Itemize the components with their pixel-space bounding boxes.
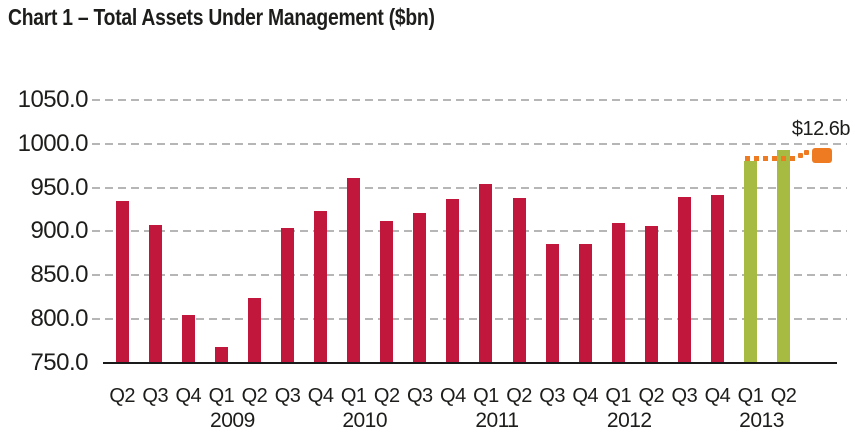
x-axis-quarter-label-20: Q2 bbox=[770, 385, 797, 407]
bar-q2-20 bbox=[777, 150, 791, 363]
bar-q3-9 bbox=[413, 212, 427, 363]
projection-annotation-label: $12.6b bbox=[791, 118, 851, 140]
chart-title: Chart 1 – Total Assets Under Management … bbox=[8, 4, 435, 30]
x-axis-quarter-label-6: Q4 bbox=[307, 385, 334, 407]
y-axis-tick-label-900: 900.0 bbox=[30, 217, 88, 245]
gridline-800 bbox=[92, 317, 847, 320]
bar-q3-17 bbox=[677, 197, 691, 363]
y-axis-tick-label-1050: 1050.0 bbox=[17, 86, 89, 113]
x-axis-year-label-2009: 2009 bbox=[210, 409, 255, 432]
x-axis-quarter-label-0: Q2 bbox=[109, 385, 136, 407]
bar-q1-11 bbox=[479, 184, 493, 363]
x-axis-quarter-label-7: Q1 bbox=[340, 385, 367, 407]
bar-q3-1 bbox=[148, 225, 162, 363]
x-axis-quarter-label-1: Q3 bbox=[142, 385, 169, 407]
bar-q1-15 bbox=[611, 222, 625, 363]
gridline-900 bbox=[92, 230, 847, 233]
x-axis-quarter-label-13: Q3 bbox=[539, 385, 565, 407]
x-axis-quarter-label-15: Q1 bbox=[605, 385, 632, 407]
projection-dot-1 bbox=[798, 153, 803, 159]
y-axis-tick-label-1000: 1000.0 bbox=[17, 129, 89, 157]
gridline-850 bbox=[92, 274, 847, 276]
bar-q2-0 bbox=[115, 200, 129, 363]
x-axis-quarter-label-4: Q2 bbox=[241, 385, 268, 407]
x-axis-quarter-label-2: Q4 bbox=[175, 385, 202, 407]
bar-q4-2 bbox=[181, 315, 195, 363]
x-axis-quarter-label-5: Q3 bbox=[274, 385, 301, 407]
x-axis-quarter-label-8: Q2 bbox=[373, 385, 400, 407]
x-axis-year-label-2012: 2012 bbox=[606, 409, 652, 432]
y-axis-tick-label-950: 950.0 bbox=[30, 173, 88, 201]
x-axis-year-label-2011: 2011 bbox=[475, 409, 519, 432]
x-axis-quarter-label-17: Q3 bbox=[671, 385, 698, 407]
x-axis-quarter-label-19: Q1 bbox=[737, 385, 764, 407]
x-axis-quarter-label-9: Q3 bbox=[406, 385, 433, 407]
x-axis-quarter-label-16: Q2 bbox=[638, 385, 665, 407]
bar-q3-13 bbox=[545, 243, 559, 363]
gridline-1050 bbox=[92, 99, 847, 101]
bar-q1-3 bbox=[214, 346, 228, 363]
bar-q4-6 bbox=[314, 211, 328, 363]
x-axis-year-label-2010: 2010 bbox=[342, 409, 388, 432]
bar-q2-16 bbox=[644, 226, 658, 363]
y-axis-tick-label-800: 800.0 bbox=[30, 304, 88, 332]
gridline-1000 bbox=[92, 142, 847, 145]
x-axis-line bbox=[103, 361, 837, 364]
y-axis-tick-label-750: 750.0 bbox=[30, 348, 88, 376]
bar-q2-12 bbox=[512, 198, 526, 363]
gridline-950 bbox=[92, 186, 847, 189]
bar-q1-19 bbox=[744, 161, 758, 363]
x-axis-quarter-label-3: Q1 bbox=[208, 385, 235, 407]
bar-q2-4 bbox=[247, 297, 261, 363]
bar-q4-18 bbox=[710, 194, 724, 363]
projection-square-marker bbox=[812, 148, 832, 163]
bar-q2-8 bbox=[380, 220, 394, 363]
bar-q3-5 bbox=[281, 227, 295, 363]
x-axis-quarter-label-10: Q4 bbox=[440, 385, 466, 407]
bar-q4-14 bbox=[578, 243, 592, 363]
bar-q1-7 bbox=[347, 177, 361, 363]
projection-dot-2 bbox=[804, 150, 809, 156]
x-axis-quarter-label-12: Q2 bbox=[506, 385, 532, 407]
bar-q4-10 bbox=[446, 198, 460, 363]
y-axis-tick-label-850: 850.0 bbox=[30, 261, 88, 288]
x-axis-quarter-label-18: Q4 bbox=[704, 385, 731, 407]
x-axis-quarter-label-14: Q4 bbox=[572, 385, 599, 407]
x-axis-quarter-label-11: Q1 bbox=[473, 385, 499, 407]
x-axis-year-label-2013: 2013 bbox=[739, 409, 784, 432]
projection-dotted-line bbox=[745, 156, 797, 162]
